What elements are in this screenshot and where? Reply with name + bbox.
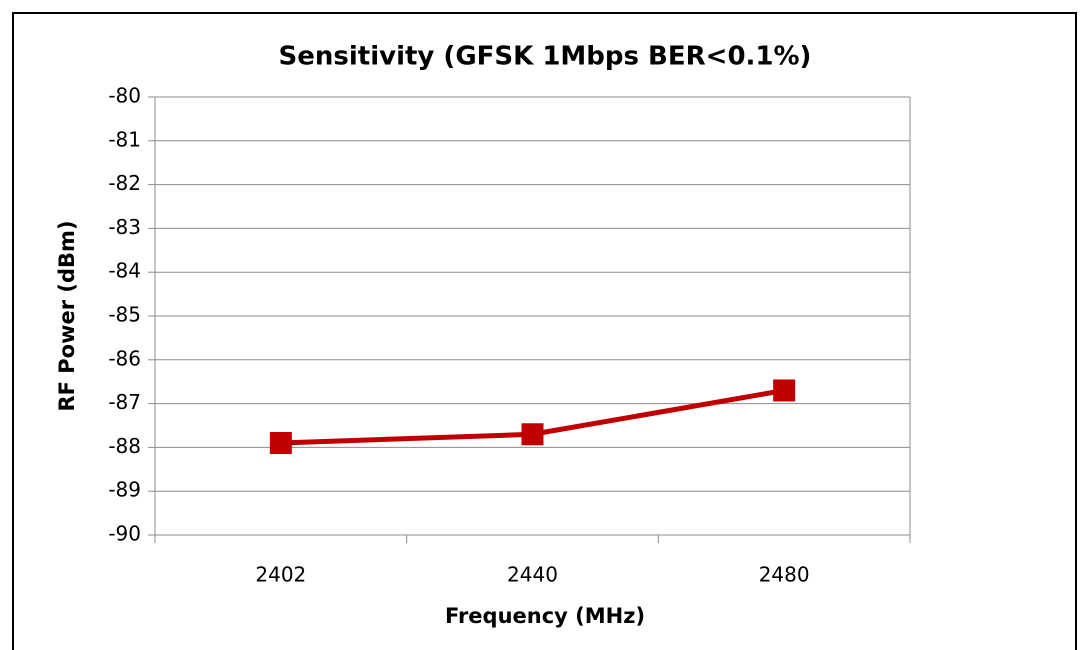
- x-tick-label: 2440: [507, 563, 558, 587]
- y-tick-label: -85: [108, 303, 141, 327]
- y-tick-label: -88: [108, 434, 141, 458]
- y-tick-label: -83: [108, 215, 141, 239]
- y-tick-label: -90: [108, 522, 141, 546]
- y-tick-label: -81: [108, 127, 141, 151]
- y-tick-label: -84: [108, 259, 141, 283]
- y-tick-label: -86: [108, 346, 141, 370]
- y-tick-label: -87: [108, 390, 141, 414]
- marker: [773, 379, 796, 402]
- y-tick-label: -80: [108, 84, 141, 108]
- x-axis-label: Frequency (MHz): [445, 604, 645, 628]
- y-tick-label: -82: [108, 171, 141, 195]
- marker: [269, 432, 292, 455]
- x-tick-label: 2480: [759, 563, 810, 587]
- y-tick-label: -89: [108, 478, 141, 502]
- marker: [521, 423, 544, 446]
- x-tick-label: 2402: [255, 563, 306, 587]
- y-axis-label: RF Power (dBm): [55, 220, 79, 411]
- chart-title: Sensitivity (GFSK 1Mbps BER<0.1%): [279, 42, 812, 72]
- chart-frame: [12, 12, 1077, 650]
